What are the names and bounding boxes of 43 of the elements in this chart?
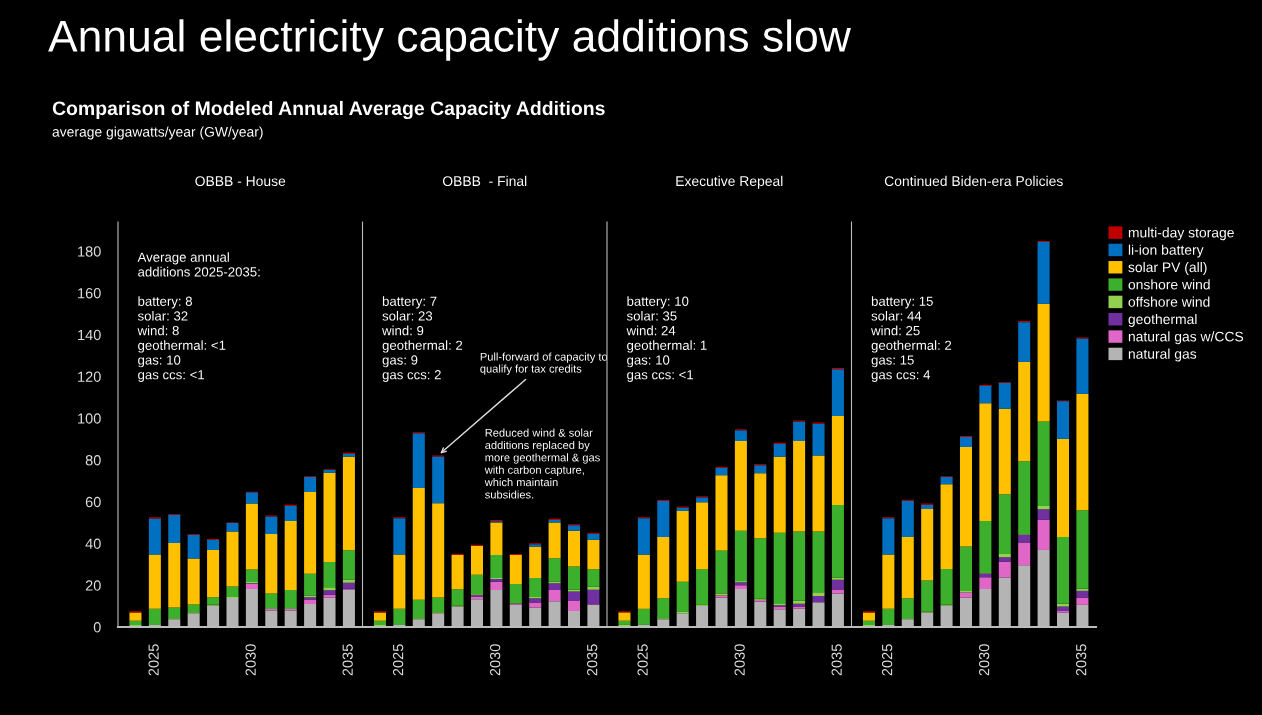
text: Annual electricity capacity additions slow <box>48 19 851 61</box>
x-tick-label: 2025 <box>148 644 159 676</box>
y-tick-label: 40 <box>85 538 101 549</box>
x-tick-label: 2035 <box>342 644 353 676</box>
chart-title: Executive Repeal <box>676 175 783 189</box>
y-tick-label: 80 <box>85 455 101 466</box>
x-tick-label: 2025 <box>637 644 648 676</box>
x-tick-label: 2025 <box>881 644 893 676</box>
y-tick-label: 140 <box>78 329 101 341</box>
legend-label: natural gas <box>1128 348 1197 362</box>
chart-title: OBBB - House <box>195 176 286 187</box>
x-tick-label: 2030 <box>245 644 256 676</box>
legend-label: geothermal <box>1128 313 1197 327</box>
y-axis-title: average gigawatts/year (GW/year) <box>52 126 263 140</box>
x-tick-label: 2035 <box>1076 644 1087 676</box>
y-tick-label: 120 <box>78 371 101 382</box>
y-tick-label: 100 <box>78 413 101 424</box>
annotation: battery: 15 solar: 44 wind: 25 geothermal: 2 gas: 15 gas ccs: 4 <box>871 296 952 382</box>
legend-label: onshore wind <box>1128 279 1210 290</box>
legend-label: solar PV (all) <box>1128 261 1207 275</box>
legend-label: multi-day storage <box>1128 227 1234 241</box>
x-tick-label: 2035 <box>831 644 842 676</box>
legend-label: offshore wind <box>1128 296 1210 307</box>
x-tick-label: 2030 <box>734 644 745 676</box>
text: Comparison of Modeled Annual Average Capacity Additions <box>52 100 605 120</box>
legend-label: natural gas w/CCS <box>1128 331 1244 345</box>
x-tick-label: 2030 <box>978 644 990 676</box>
x-tick-label: 2025 <box>392 644 404 676</box>
annotation: Reduced wind & solar additions replaced by more geothermal & gas with carbon capture, which maintain subsidies. <box>484 428 600 499</box>
legend-label: li-ion battery <box>1128 244 1204 258</box>
chart-title: OBBB - Final <box>442 175 527 187</box>
y-tick-label: 60 <box>85 496 101 508</box>
text: Average annual additions 2025-2035: battery: 8 solar: 32 wind: 8 geothermal: <1 gas: 10 gas ccs: <1 <box>137 252 260 382</box>
annotation: battery: 7 solar: 23 wind: 9 geothermal: 2 gas: 9 gas ccs: 2 <box>382 296 463 382</box>
y-tick-label: 20 <box>85 580 101 591</box>
chart-title: Continued Biden-era Policies <box>884 175 1063 187</box>
annotation: battery: 10 solar: 35 wind: 24 geothermal: 1 gas: 10 gas ccs: <1 <box>626 296 707 382</box>
y-tick-label: 0 <box>93 622 101 633</box>
annotation: Pull-forward of capacity to qualify for tax credits <box>480 352 608 375</box>
y-tick-label: 180 <box>78 246 101 257</box>
x-tick-label: 2035 <box>587 644 598 676</box>
x-tick-label: 2030 <box>489 644 501 676</box>
y-tick-label: 160 <box>78 288 101 299</box>
